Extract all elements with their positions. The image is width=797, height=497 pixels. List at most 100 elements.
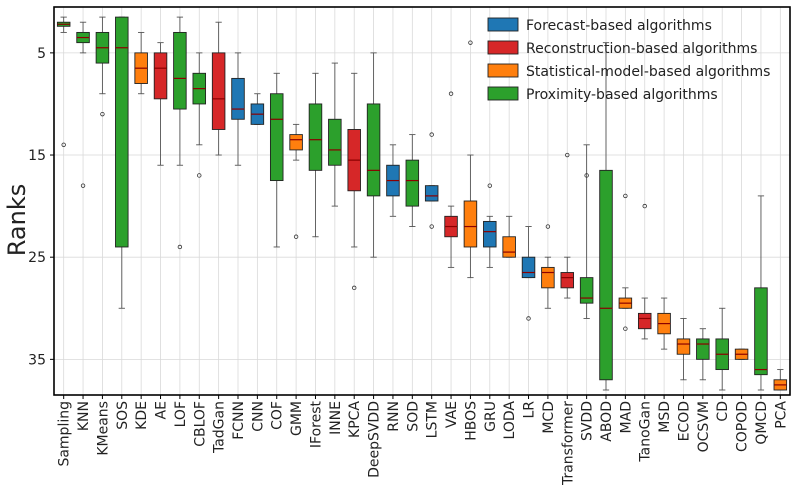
x-tick-label: Transformer bbox=[560, 401, 576, 486]
legend-swatch bbox=[487, 40, 519, 55]
legend-label: Reconstruction-based algorithms bbox=[526, 41, 757, 57]
box-body bbox=[211, 52, 226, 130]
x-tick-label: TanoGan bbox=[638, 401, 654, 463]
flier-point bbox=[642, 203, 647, 209]
legend-label: Statistical-model-based algorithms bbox=[526, 64, 770, 80]
x-tick-label: COF bbox=[270, 401, 286, 430]
box-body bbox=[541, 266, 555, 289]
box-qmcd bbox=[754, 195, 768, 391]
x-tick-label: KNN bbox=[76, 401, 92, 431]
box-iforest bbox=[308, 72, 323, 238]
x-tick-label: OCSVM bbox=[696, 401, 712, 452]
x-tick-label: RNN bbox=[386, 401, 402, 432]
flier-point bbox=[448, 91, 454, 96]
x-tick-label: LOF bbox=[173, 401, 189, 427]
legend-swatch bbox=[487, 63, 519, 78]
box-sod bbox=[405, 134, 420, 227]
box-body bbox=[579, 277, 594, 304]
box-kde bbox=[134, 31, 148, 95]
box-vae bbox=[444, 91, 458, 268]
y-tick-label: 5 bbox=[37, 46, 46, 62]
x-tick-label: KDE bbox=[134, 401, 150, 430]
box-ocsvm bbox=[696, 328, 710, 381]
box-body bbox=[599, 169, 613, 381]
box-body bbox=[483, 220, 497, 248]
x-tick-label: KMeans bbox=[95, 401, 111, 456]
box-body bbox=[560, 272, 575, 289]
box-body bbox=[696, 338, 710, 360]
box-rnn bbox=[386, 144, 400, 217]
flier-point bbox=[468, 40, 473, 45]
box-kmeans bbox=[95, 16, 110, 117]
y-tick-label: 25 bbox=[28, 250, 46, 266]
y-ticks: 5 15 25 35 bbox=[28, 46, 54, 368]
box-body bbox=[637, 312, 652, 330]
box-ae bbox=[153, 42, 168, 166]
x-tick-label: LODA bbox=[502, 401, 518, 440]
x-tick-label: SOS bbox=[115, 401, 131, 430]
x-tick-label: MSD bbox=[657, 401, 673, 433]
x-tick-label: LR bbox=[522, 401, 538, 419]
box-hbos bbox=[463, 40, 478, 279]
x-tick-label: HBOS bbox=[463, 401, 479, 441]
legend-label: Proximity-based algorithms bbox=[526, 87, 718, 103]
flier-point bbox=[61, 142, 66, 148]
flier-point bbox=[545, 224, 551, 229]
box-body bbox=[115, 16, 129, 248]
x-tick-label: GMM bbox=[289, 401, 305, 436]
x-tick-label: PCA bbox=[773, 401, 789, 429]
x-tick-label: ABOD bbox=[599, 401, 615, 442]
flier-point bbox=[565, 152, 570, 158]
x-tick-label: CD bbox=[715, 401, 731, 422]
box-body bbox=[308, 103, 323, 171]
box-mad bbox=[618, 193, 633, 331]
box-tanogan bbox=[637, 203, 652, 340]
flier-point bbox=[584, 173, 589, 178]
flier-point bbox=[429, 132, 434, 137]
x-tick-label: KPCA bbox=[347, 401, 363, 438]
x-tick-label: DeepSVDD bbox=[367, 401, 383, 478]
box-lstm bbox=[424, 132, 439, 229]
legend: Forecast-based algorithms Reconstruction-… bbox=[487, 17, 770, 103]
x-tick-label: CNN bbox=[250, 401, 266, 432]
x-tick-label: Sampling bbox=[57, 401, 73, 467]
x-tick-label: SVDD bbox=[580, 401, 596, 441]
legend-swatch bbox=[487, 17, 519, 32]
flier-point bbox=[623, 193, 628, 199]
box-mcd bbox=[541, 224, 555, 309]
box-body bbox=[405, 159, 420, 207]
box-tadgan bbox=[211, 21, 226, 156]
flier-point bbox=[100, 111, 105, 117]
box-inne bbox=[328, 62, 342, 207]
box-cof bbox=[269, 72, 284, 248]
box-body bbox=[328, 118, 342, 166]
boxes-layer bbox=[56, 16, 788, 391]
box-abod bbox=[599, 42, 613, 391]
flier-point bbox=[197, 173, 202, 178]
box-knn bbox=[76, 21, 90, 188]
y-axis-label: Ranks bbox=[3, 184, 31, 256]
flier-point bbox=[623, 326, 628, 331]
x-tick-label: INNE bbox=[328, 401, 344, 435]
box-loda bbox=[502, 215, 516, 258]
x-tick-label: LSTM bbox=[425, 401, 441, 438]
x-tick-label: COPOD bbox=[735, 401, 751, 452]
x-tick-label: MCD bbox=[541, 401, 557, 434]
y-tick-label: 35 bbox=[28, 352, 46, 368]
box-body bbox=[269, 93, 284, 182]
box-fcnn bbox=[231, 52, 245, 166]
box-body bbox=[173, 31, 187, 110]
x-tick-label: QMCD bbox=[754, 401, 770, 445]
box-body bbox=[754, 287, 768, 376]
box-sos bbox=[115, 16, 129, 309]
box-copod bbox=[734, 348, 749, 360]
box-ecod bbox=[676, 318, 691, 381]
x-tick-label: TadGan bbox=[212, 401, 228, 454]
flier-point bbox=[177, 244, 183, 250]
x-tick-label: ECOD bbox=[676, 401, 692, 441]
box-msd bbox=[657, 297, 671, 350]
plot-frame bbox=[53, 6, 791, 396]
box-kpca bbox=[347, 72, 361, 291]
box-gmm bbox=[289, 123, 303, 239]
legend-swatch bbox=[487, 86, 519, 101]
